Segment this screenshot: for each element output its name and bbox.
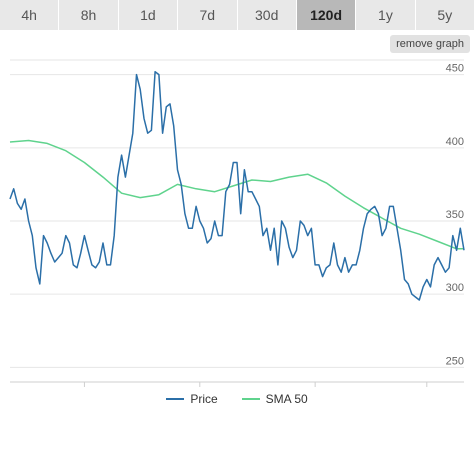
tab-5y[interactable]: 5y [437,7,453,23]
y-tick-label: 250 [446,355,464,367]
remove-graph-button[interactable]: remove graph [390,35,470,53]
y-tick-label: 400 [446,136,464,148]
tab-7d[interactable]: 7d [178,0,238,30]
time-range-tabs: 4h 8h 1d 7d 30d 120d 1y 5y [0,0,474,30]
sma-legend-swatch-icon [241,398,260,400]
y-tick-label: 300 [446,282,464,294]
tab-4h[interactable]: 4h [0,0,60,30]
legend-label-price: Price [190,392,218,406]
price-chart: 250300350400450Jul '25Aug '25Sep '25Oct … [9,59,465,387]
chart-legend: Price SMA 50 [0,392,474,406]
legend-item-price[interactable]: Price [166,392,218,406]
tab-8h[interactable]: 8h [59,0,119,30]
tab-30d[interactable]: 30d [238,0,297,30]
legend-label-sma50: SMA 50 [265,392,308,406]
price-legend-swatch-icon [166,398,185,400]
tab-120d[interactable]: 120d [296,0,357,30]
y-tick-label: 350 [446,209,464,221]
tab-1d[interactable]: 1d [119,0,179,30]
legend-item-sma50[interactable]: SMA 50 [241,392,308,406]
y-tick-label: 450 [446,63,464,75]
tab-1y[interactable]: 1y [356,0,416,30]
sma50-series-line [9,139,464,250]
price-series-line [9,70,465,301]
